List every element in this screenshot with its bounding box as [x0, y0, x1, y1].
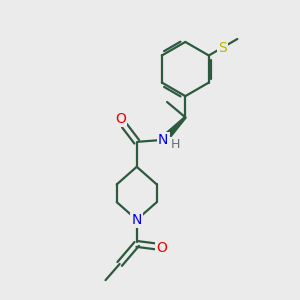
Text: O: O [156, 241, 167, 255]
Text: O: O [116, 112, 126, 126]
Text: N: N [158, 133, 168, 147]
Text: H: H [171, 138, 180, 151]
Text: N: N [132, 213, 142, 227]
Polygon shape [160, 117, 186, 143]
Text: S: S [218, 41, 226, 55]
